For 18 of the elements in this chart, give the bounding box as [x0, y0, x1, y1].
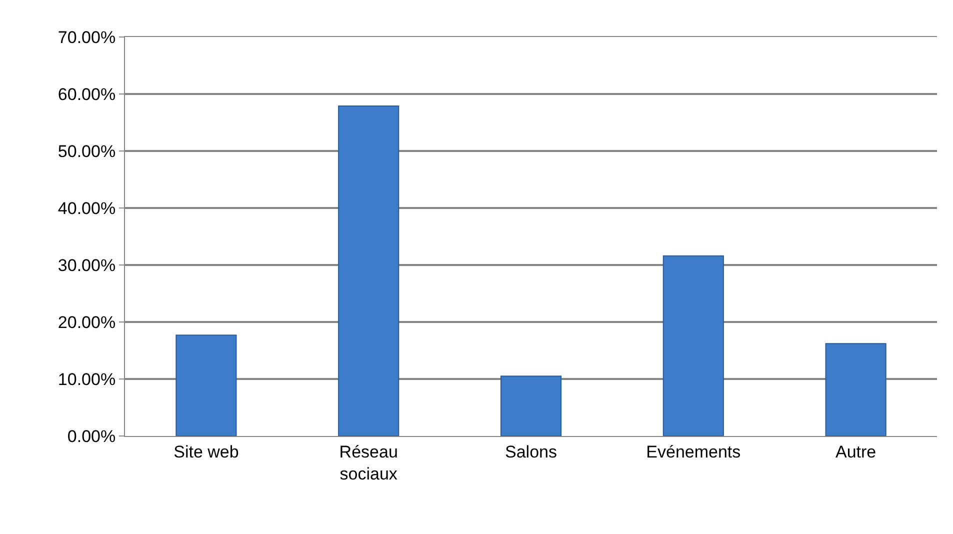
- bar: [825, 343, 886, 436]
- bar: [176, 334, 237, 436]
- bar: [500, 376, 562, 436]
- y-tick-label: 20.00%: [58, 312, 116, 332]
- x-tick-label: Autre: [835, 442, 876, 462]
- y-tick-label: 60.00%: [58, 84, 116, 104]
- y-tick-label: 50.00%: [58, 142, 116, 161]
- x-tick-label: Evénements: [646, 442, 741, 462]
- bar: [338, 105, 400, 436]
- x-tick-label: Réseau sociaux: [339, 442, 398, 484]
- x-tick-label: Site web: [174, 442, 239, 462]
- y-tick-label: 30.00%: [58, 256, 116, 275]
- bar: [662, 255, 724, 436]
- y-tick-label: 40.00%: [58, 198, 116, 218]
- x-tick-label: Salons: [505, 442, 557, 462]
- y-tick-label: 0.00%: [67, 426, 116, 446]
- y-tick-label: 70.00%: [58, 28, 116, 47]
- y-tick-label: 10.00%: [58, 370, 116, 389]
